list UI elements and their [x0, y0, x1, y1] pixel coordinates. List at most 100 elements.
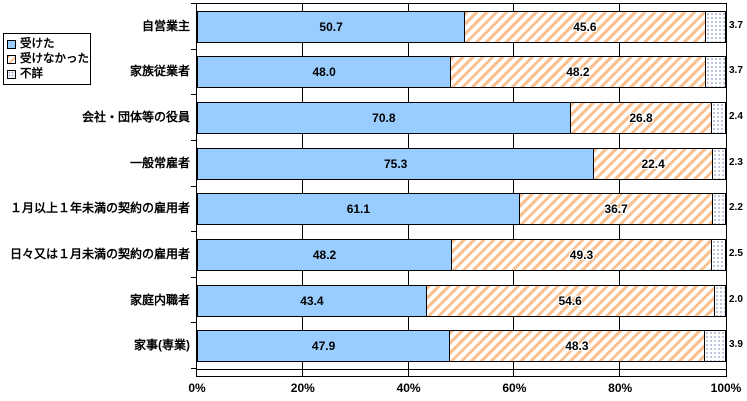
- segment-received: 47.9: [198, 331, 450, 362]
- value-label: 48.2: [312, 247, 337, 262]
- segment-received: 70.8: [198, 103, 570, 134]
- x-axis-tick-label: 60%: [502, 381, 527, 395]
- gridline: [407, 4, 409, 369]
- unknown-value-label: 2.3: [729, 156, 743, 168]
- category-label: 自営業主: [141, 18, 190, 33]
- category-axis-tick: [191, 186, 196, 187]
- category-axis-tick: [191, 140, 196, 141]
- category-label: １月以上１年未満の契約の雇用者: [9, 201, 190, 216]
- bar-row: 61.1 36.7: [197, 193, 726, 226]
- x-axis-tick: [407, 370, 409, 376]
- unknown-value-label: 3.9: [729, 339, 743, 351]
- segment-unknown: [710, 239, 725, 270]
- segment-received: 61.1: [198, 194, 519, 225]
- x-axis-tick-label: 0%: [188, 381, 206, 395]
- bar-row: 48.2 49.3: [197, 238, 726, 271]
- gridline: [513, 4, 515, 369]
- bar-row: 75.3 22.4: [197, 147, 726, 180]
- plot-area: 50.7 45.6 48.0 48.2 70.8 26.8 75.3 22.4 61.1 36.7…: [196, 3, 727, 370]
- segment-not-received: 36.7: [518, 194, 713, 225]
- segment-not-received: 48.3: [449, 331, 704, 362]
- value-label: 75.3: [383, 156, 408, 171]
- segment-received: 43.4: [198, 285, 426, 316]
- segment-received: 50.7: [198, 11, 465, 42]
- segment-unknown: [703, 331, 725, 362]
- category-label: 会社・団体等の役員: [81, 110, 190, 125]
- legend-item-not-received: 受けなかった: [7, 52, 89, 67]
- segment-not-received: 49.3: [451, 239, 711, 270]
- segment-unknown: [704, 11, 725, 42]
- category-axis-tick: [191, 231, 196, 232]
- bar-row: 70.8 26.8: [197, 102, 726, 135]
- value-label: 48.3: [565, 339, 589, 354]
- segment-received: 48.0: [198, 57, 451, 88]
- x-axis-tick-label: 100%: [710, 381, 742, 395]
- value-label: 50.7: [319, 19, 343, 34]
- segment-not-received: 48.2: [450, 57, 705, 88]
- value-label: 48.2: [566, 65, 590, 80]
- category-axis-tick: [191, 3, 196, 4]
- value-label: 49.3: [569, 247, 594, 262]
- unknown-value-label: 2.0: [729, 293, 743, 305]
- unknown-value-label: 2.5: [729, 247, 743, 259]
- segment-unknown: [713, 285, 725, 316]
- value-label: 61.1: [346, 202, 371, 217]
- segment-unknown: [711, 103, 725, 134]
- x-axis: [196, 370, 727, 377]
- gridline: [619, 4, 621, 369]
- value-label: 43.4: [300, 293, 324, 308]
- x-axis-tick: [619, 370, 621, 376]
- value-label: 47.9: [311, 339, 336, 354]
- gridline: [301, 4, 303, 369]
- legend-item-received: 受けた: [7, 37, 88, 52]
- unknown-value-label: 2.2: [729, 202, 743, 214]
- x-axis-tick: [301, 370, 303, 376]
- bar-row: 50.7 45.6: [197, 10, 726, 43]
- legend-label: 受けなかった: [20, 53, 89, 65]
- value-label: 54.6: [558, 293, 582, 308]
- value-label: 26.8: [629, 111, 653, 126]
- category-label: 家事(専業): [134, 338, 190, 353]
- x-axis-tick: [513, 370, 515, 376]
- unknown-value-label: 3.7: [729, 65, 743, 77]
- value-label: 22.4: [641, 156, 665, 171]
- category-label: 日々又は１月未満の契約の雇用者: [9, 246, 190, 261]
- category-axis-tick: [191, 94, 196, 95]
- unknown-value-label: 3.7: [729, 19, 743, 31]
- category-label: 家庭内職者: [129, 292, 190, 307]
- category-axis-tick: [191, 322, 196, 323]
- bar-row: 48.0 48.2: [197, 56, 726, 89]
- x-axis-tick-label: 80%: [608, 381, 633, 395]
- legend-label: 不詳: [20, 68, 43, 80]
- segment-unknown: [711, 148, 725, 179]
- received-swatch-icon: [7, 40, 16, 49]
- segment-unknown: [704, 57, 725, 88]
- segment-not-received: 22.4: [593, 148, 712, 179]
- value-label: 45.6: [573, 19, 597, 34]
- legend: 受けた 受けなかった 不詳: [3, 33, 91, 85]
- segment-not-received: 45.6: [464, 11, 705, 42]
- category-axis-tick: [191, 277, 196, 278]
- unknown-value-label: 2.4: [729, 111, 743, 123]
- value-label: 48.0: [312, 65, 336, 80]
- segment-received: 48.2: [198, 239, 452, 270]
- category-axis-tick: [191, 49, 196, 50]
- segment-not-received: 26.8: [569, 103, 712, 134]
- legend-item-unknown: 不詳: [7, 67, 88, 82]
- segment-unknown: [712, 194, 725, 225]
- not-received-swatch-icon: [7, 55, 16, 64]
- category-axis-tick: [191, 368, 196, 369]
- x-axis-tick-label: 40%: [396, 381, 421, 395]
- category-label: 家族従業者: [129, 64, 190, 79]
- category-label: 一般常雇者: [129, 155, 190, 170]
- legend-label: 受けた: [20, 38, 55, 50]
- x-axis-tick-label: 20%: [290, 381, 315, 395]
- value-label: 36.7: [604, 202, 628, 217]
- value-label: 70.8: [372, 111, 396, 126]
- unknown-swatch-icon: [7, 70, 16, 79]
- bar-row: 47.9 48.3: [197, 330, 726, 363]
- bar-row: 43.4 54.6: [197, 284, 726, 317]
- segment-not-received: 54.6: [425, 285, 714, 316]
- segment-received: 75.3: [198, 148, 594, 179]
